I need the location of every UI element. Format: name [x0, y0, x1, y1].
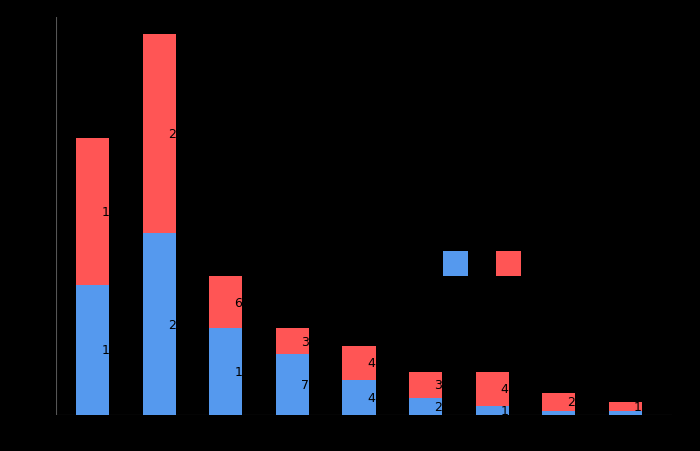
Bar — [409, 372, 442, 398]
Text: 1: 1 — [501, 404, 509, 417]
Bar — [609, 402, 642, 410]
Text: 4: 4 — [368, 391, 375, 404]
Text: 7: 7 — [301, 378, 309, 391]
Text: 10: 10 — [234, 365, 251, 378]
Text: 21: 21 — [168, 318, 183, 331]
Bar — [143, 234, 176, 415]
Bar — [342, 380, 376, 415]
Bar — [209, 329, 242, 415]
Text: 2: 2 — [568, 396, 575, 409]
Bar — [475, 406, 509, 415]
Bar — [276, 329, 309, 354]
Bar — [342, 346, 376, 380]
Text: 6: 6 — [234, 296, 242, 309]
Bar — [443, 252, 468, 276]
Bar — [143, 35, 176, 234]
Bar — [496, 252, 522, 276]
Bar — [542, 410, 575, 415]
Text: 15: 15 — [102, 344, 117, 357]
Text: 17: 17 — [102, 206, 117, 219]
Text: 2: 2 — [434, 400, 442, 413]
Bar — [76, 139, 109, 285]
Text: 3: 3 — [301, 335, 309, 348]
Bar — [276, 354, 309, 415]
Text: 23: 23 — [168, 128, 183, 141]
Text: 1: 1 — [634, 400, 642, 413]
Text: 3: 3 — [434, 378, 442, 391]
Bar — [542, 393, 575, 410]
Bar — [409, 398, 442, 415]
Text: 4: 4 — [368, 357, 375, 370]
Text: 4: 4 — [501, 382, 509, 396]
Bar — [475, 372, 509, 406]
Bar — [76, 285, 109, 415]
Bar — [209, 277, 242, 329]
Bar — [609, 410, 642, 415]
